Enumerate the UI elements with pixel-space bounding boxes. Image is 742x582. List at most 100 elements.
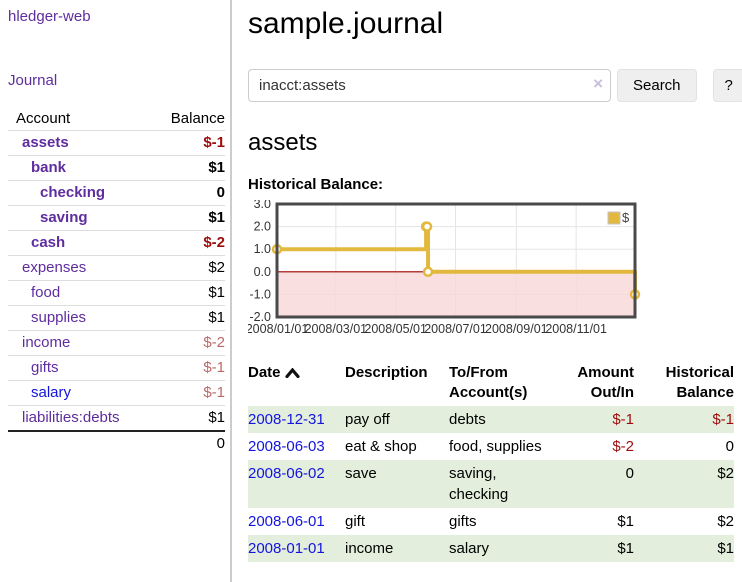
search-bar: × Search ? xyxy=(248,69,742,102)
account-row: liabilities:debts $1 xyxy=(8,405,225,432)
account-link-income[interactable]: income xyxy=(22,334,71,351)
transaction-balance: $2 xyxy=(717,513,734,530)
transaction-date-link[interactable]: 2008-01-01 xyxy=(248,540,325,557)
svg-text:2008/09/01: 2008/09/01 xyxy=(485,322,548,336)
column-header-amount: Amount Out/In xyxy=(577,364,634,401)
account-link-salary[interactable]: salary xyxy=(31,384,72,401)
search-button[interactable]: Search xyxy=(617,69,697,102)
accounts-total-balance: 0 xyxy=(154,430,225,456)
transaction-accounts: food, supplies xyxy=(449,438,542,455)
account-row: gifts $-1 xyxy=(8,355,225,381)
account-link-checking[interactable]: checking xyxy=(40,184,106,201)
account-row: saving $1 xyxy=(8,205,225,231)
account-row: income $-2 xyxy=(8,330,225,356)
sidebar-item-journal[interactable]: Journal xyxy=(8,72,58,89)
svg-text:2008/03/01: 2008/03/01 xyxy=(305,322,368,336)
transaction-amount: $1 xyxy=(617,513,634,530)
sort-ascending-icon xyxy=(284,364,300,384)
svg-text:0.0: 0.0 xyxy=(254,265,271,279)
historical-balance-chart: $3.0 2.0 1.0 0.0 -1.0 -2.0 2008/01/01 2008/03/0… xyxy=(248,200,742,340)
account-balance: $-1 xyxy=(154,355,225,381)
account-link-liabilities-debts[interactable]: liabilities:debts xyxy=(22,409,120,426)
accounts-header-account: Account xyxy=(8,107,155,131)
account-row: checking 0 xyxy=(8,180,225,206)
transaction-description: gift xyxy=(345,513,366,530)
account-row: salary $-1 xyxy=(8,380,225,406)
accounts-header-balance: Balance xyxy=(154,107,225,131)
transaction-description: save xyxy=(345,465,377,482)
transaction-description: income xyxy=(345,540,394,557)
transaction-description: pay off xyxy=(345,411,390,428)
transaction-row[interactable]: 2008-06-03 eat & shop food, supplies $-2 0 xyxy=(248,433,734,460)
account-balance: $2 xyxy=(154,255,225,281)
transaction-date-link[interactable]: 2008-06-01 xyxy=(248,513,325,530)
account-link-assets[interactable]: assets xyxy=(22,134,69,151)
svg-text:2008/05/01: 2008/05/01 xyxy=(364,322,427,336)
help-button[interactable]: ? xyxy=(712,69,742,102)
svg-text:2008/07/01: 2008/07/01 xyxy=(424,322,487,336)
account-balance: $1 xyxy=(154,280,225,306)
column-header-accounts: To/From Account(s) xyxy=(449,364,528,401)
account-row: assets $-1 xyxy=(8,130,225,156)
svg-text:3.0: 3.0 xyxy=(254,200,271,211)
account-link-supplies[interactable]: supplies xyxy=(31,309,87,326)
svg-text:2008/11/01: 2008/11/01 xyxy=(545,322,607,336)
register-table: Date Description To/From Account(s) Amou… xyxy=(248,361,734,562)
account-row: expenses $2 xyxy=(8,255,225,281)
main-content: sample.journal × Search ? assets Histori… xyxy=(232,0,742,582)
transaction-amount: $-1 xyxy=(612,411,634,428)
account-balance: $-2 xyxy=(154,230,225,256)
transaction-balance: $2 xyxy=(717,465,734,482)
svg-text:2008/01/01: 2008/01/01 xyxy=(248,322,308,336)
svg-text:1.0: 1.0 xyxy=(254,242,271,256)
accounts-table: Account Balance assets $-1 bank $1 checking 0… xyxy=(8,107,225,456)
svg-text:$: $ xyxy=(622,210,630,225)
account-link-food[interactable]: food xyxy=(31,284,61,301)
account-balance: $1 xyxy=(154,205,225,231)
search-input[interactable] xyxy=(248,69,611,102)
account-row: bank $1 xyxy=(8,155,225,181)
transaction-amount: $1 xyxy=(617,540,634,557)
accounts-header-row: Account Balance xyxy=(8,107,225,131)
transaction-date-link[interactable]: 2008-06-03 xyxy=(248,438,325,455)
transaction-accounts: gifts xyxy=(449,513,477,530)
transaction-balance: $-1 xyxy=(712,411,734,428)
column-header-balance: Historical Balance xyxy=(665,364,734,401)
account-link-gifts[interactable]: gifts xyxy=(31,359,59,376)
account-link-saving[interactable]: saving xyxy=(40,209,88,226)
account-link-expenses[interactable]: expenses xyxy=(22,259,87,276)
account-balance: $-2 xyxy=(154,330,225,356)
account-balance: $-1 xyxy=(154,130,225,156)
chart-title: Historical Balance: xyxy=(248,176,384,193)
account-row: food $1 xyxy=(8,280,225,306)
accounts-total-row: 0 xyxy=(8,430,225,456)
page-title: sample.journal xyxy=(248,7,444,40)
app-title-link[interactable]: hledger-web xyxy=(8,8,91,25)
svg-text:-2.0: -2.0 xyxy=(249,310,271,324)
account-balance: 0 xyxy=(154,180,225,206)
sidebar: hledger-web Journal Account Balance asse… xyxy=(0,0,232,582)
svg-text:2.0: 2.0 xyxy=(254,220,271,234)
account-row: cash $-2 xyxy=(8,230,225,256)
account-link-bank[interactable]: bank xyxy=(31,159,67,176)
account-link-cash[interactable]: cash xyxy=(31,234,66,251)
transaction-accounts: debts xyxy=(449,411,486,428)
clear-search-icon[interactable]: × xyxy=(593,74,603,93)
transaction-date-link[interactable]: 2008-12-31 xyxy=(248,411,325,428)
account-row: supplies $1 xyxy=(8,305,225,331)
transaction-row[interactable]: 2008-06-02 save saving, checking 0 $2 xyxy=(248,460,734,508)
transaction-row[interactable]: 2008-12-31 pay off debts $-1 $-1 xyxy=(248,406,734,433)
account-balance: $1 xyxy=(154,155,225,181)
transaction-row[interactable]: 2008-06-01 gift gifts $1 $2 xyxy=(248,508,734,535)
transaction-date-link[interactable]: 2008-06-02 xyxy=(248,465,325,482)
column-header-date[interactable]: Date xyxy=(248,361,345,406)
transaction-balance: $1 xyxy=(717,540,734,557)
transaction-row[interactable]: 2008-01-01 income salary $1 $1 xyxy=(248,535,734,562)
transaction-accounts: salary xyxy=(449,540,490,557)
svg-text:-1.0: -1.0 xyxy=(249,287,271,301)
transaction-description: eat & shop xyxy=(345,438,417,455)
transaction-balance: 0 xyxy=(725,438,734,455)
transaction-amount: $-2 xyxy=(612,438,634,455)
column-header-description: Description xyxy=(345,364,428,381)
